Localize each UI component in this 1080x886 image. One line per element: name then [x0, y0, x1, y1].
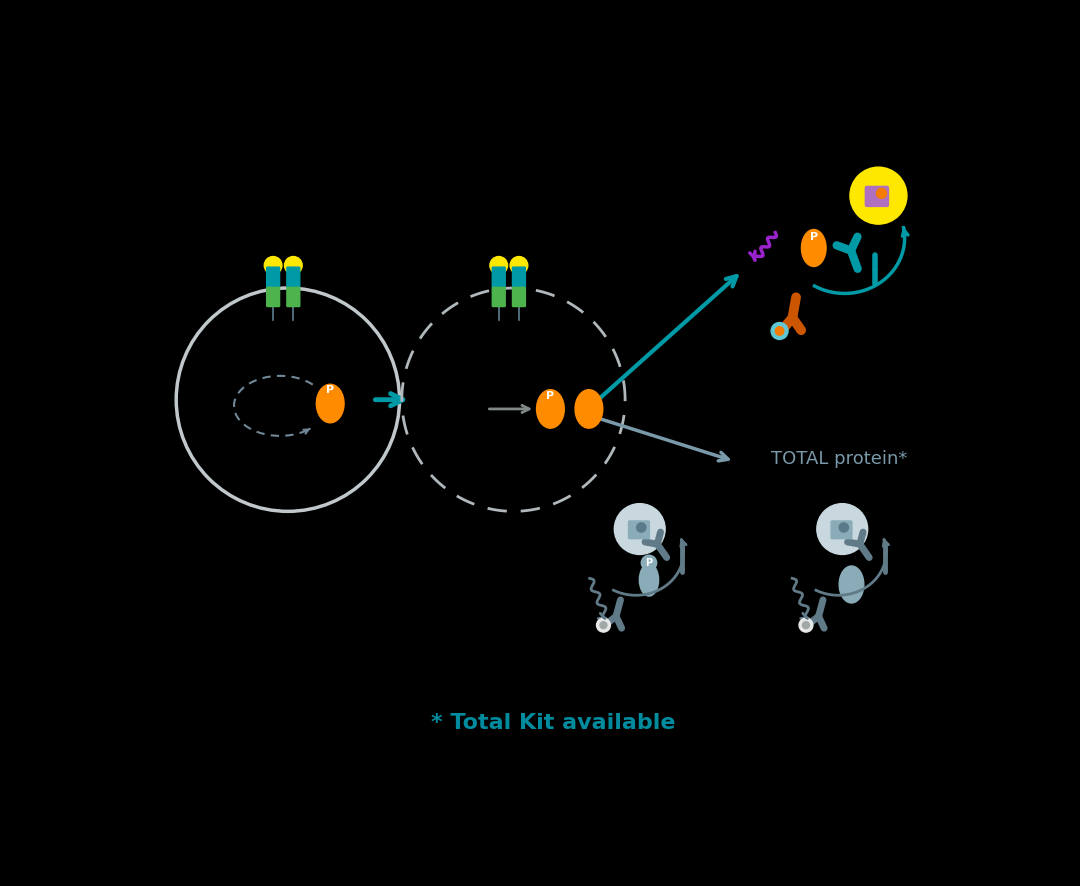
- Text: * Total Kit available: * Total Kit available: [431, 713, 676, 733]
- Circle shape: [265, 257, 282, 274]
- FancyBboxPatch shape: [513, 267, 525, 288]
- Circle shape: [600, 622, 607, 629]
- Circle shape: [802, 622, 809, 629]
- Text: P: P: [810, 232, 818, 242]
- Ellipse shape: [316, 385, 345, 423]
- FancyBboxPatch shape: [287, 287, 300, 307]
- Text: P: P: [546, 391, 554, 400]
- Ellipse shape: [801, 229, 826, 267]
- Text: P: P: [326, 385, 335, 395]
- FancyBboxPatch shape: [267, 267, 280, 288]
- Text: TOTAL protein*: TOTAL protein*: [771, 450, 907, 468]
- FancyBboxPatch shape: [267, 287, 280, 307]
- Ellipse shape: [839, 566, 864, 603]
- FancyBboxPatch shape: [513, 287, 525, 307]
- FancyBboxPatch shape: [865, 186, 889, 206]
- Circle shape: [284, 257, 302, 274]
- Circle shape: [771, 323, 788, 339]
- Circle shape: [850, 167, 907, 224]
- Circle shape: [510, 257, 528, 274]
- Ellipse shape: [575, 390, 603, 428]
- Circle shape: [775, 327, 784, 335]
- Circle shape: [490, 257, 508, 274]
- Circle shape: [615, 503, 665, 555]
- Circle shape: [596, 618, 610, 632]
- Ellipse shape: [639, 563, 659, 596]
- Circle shape: [799, 618, 813, 632]
- FancyBboxPatch shape: [629, 521, 649, 539]
- Ellipse shape: [537, 390, 564, 428]
- FancyBboxPatch shape: [287, 267, 300, 288]
- FancyBboxPatch shape: [492, 267, 505, 288]
- FancyBboxPatch shape: [492, 287, 505, 307]
- Circle shape: [642, 556, 657, 571]
- FancyBboxPatch shape: [832, 521, 852, 539]
- Circle shape: [636, 523, 646, 532]
- Circle shape: [816, 503, 867, 555]
- Text: P: P: [646, 558, 652, 568]
- Circle shape: [839, 523, 849, 532]
- Circle shape: [877, 189, 887, 198]
